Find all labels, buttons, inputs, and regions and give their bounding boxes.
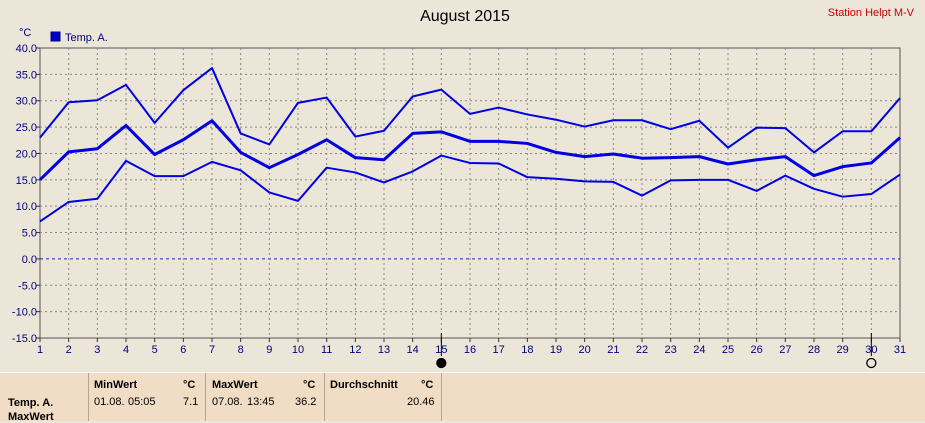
station-name: Station Helpt M-V: [828, 7, 915, 19]
y-tick-label: 40.0: [16, 43, 37, 55]
stats-max-panel: MaxWert °C 07.08. 13:45 36.2: [205, 373, 325, 421]
x-tick-label: 14: [407, 344, 419, 356]
y-tick-label: 0.0: [22, 254, 37, 266]
x-tick-label: 12: [349, 344, 361, 356]
max-unit: °C: [303, 379, 316, 391]
y-tick-label: -10.0: [12, 307, 37, 319]
filled-circle-marker: [436, 357, 447, 369]
x-tick-label: 24: [693, 344, 705, 356]
series-line-avg: [38, 119, 901, 181]
stats-series-label-2: MaxWert: [8, 411, 54, 423]
x-tick-label: 1: [37, 344, 43, 356]
stats-min-panel: MinWert °C 01.08. 05:05 7.1: [88, 373, 206, 421]
open-circle-marker: [866, 357, 877, 369]
x-tick-label: 7: [209, 344, 215, 356]
chart-title: August 2015: [420, 8, 510, 25]
y-unit-label: °C: [19, 27, 31, 39]
min-value: 7.1: [183, 396, 199, 408]
x-tick-label: 29: [837, 344, 849, 356]
x-tick-label: 21: [607, 344, 619, 356]
x-tick-label: 28: [808, 344, 820, 356]
x-tick-label: 16: [464, 344, 476, 356]
max-date: 07.08.: [212, 396, 243, 408]
x-axis: 1 2 3 4 5 6 7 8 9 10 11 12 13 14 15 16 17 18 19 20 21 22 23 24 2…: [37, 338, 906, 356]
x-tick-label: 20: [579, 344, 591, 356]
x-tick-label: 22: [636, 344, 648, 356]
y-tick-label: -15.0: [12, 333, 37, 345]
y-tick-label: -5.0: [18, 280, 37, 292]
x-tick-label: 26: [751, 344, 763, 356]
y-axis: 40.0 35.0 30.0 25.0 20.0 15.0 10.0 5.0 0.0 -5.0 -1…: [12, 43, 40, 345]
y-tick-label: 10.0: [16, 201, 37, 213]
statistics-bar: Temp. A. MaxWert MinWert °C 01.08. 05:05…: [0, 372, 925, 423]
chart: August 2015 Station Helpt M-V °C Temp. A…: [12, 7, 915, 369]
legend-swatch: [50, 31, 61, 42]
y-tick-label: 30.0: [16, 96, 37, 108]
avg-value: 20.46: [407, 396, 435, 408]
x-tick-label: 27: [779, 344, 791, 356]
markers: [436, 333, 877, 369]
x-tick-label: 31: [894, 344, 906, 356]
y-tick-label: 20.0: [16, 148, 37, 160]
grid: [40, 48, 900, 338]
y-tick-label: 5.0: [22, 228, 37, 240]
min-heading: MinWert: [94, 379, 138, 391]
stats-series-label: Temp. A.: [8, 397, 54, 409]
series-line-max: [39, 67, 901, 154]
x-tick-label: 13: [378, 344, 390, 356]
x-tick-label: 25: [722, 344, 734, 356]
x-tick-label: 3: [94, 344, 100, 356]
x-tick-label: 2: [66, 344, 72, 356]
max-time: 13:45: [247, 396, 275, 408]
x-tick-label: 6: [180, 344, 186, 356]
max-heading: MaxWert: [212, 379, 258, 391]
x-tick-label: 4: [123, 344, 129, 356]
x-tick-label: 10: [292, 344, 304, 356]
x-tick-label: 11: [321, 344, 332, 356]
series-lines: [38, 67, 901, 223]
series-line-min: [39, 154, 901, 223]
min-unit: °C: [183, 379, 196, 391]
y-tick-label: 25.0: [16, 122, 37, 134]
stats-label-panel: Temp. A. MaxWert: [0, 373, 89, 423]
x-tick-label: 23: [665, 344, 677, 356]
y-tick-label: 15.0: [16, 175, 37, 187]
x-tick-label: 8: [238, 344, 244, 356]
x-tick-label: 5: [152, 344, 158, 356]
avg-heading: Durchschnitt: [330, 379, 398, 391]
max-value: 36.2: [295, 396, 317, 408]
x-tick-label: 17: [493, 344, 505, 356]
x-tick-label: 18: [521, 344, 533, 356]
y-tick-label: 35.0: [16, 69, 37, 81]
stats-avg-panel: Durchschnitt °C 20.46: [324, 373, 442, 421]
avg-unit: °C: [421, 379, 434, 391]
x-tick-label: 19: [550, 344, 562, 356]
min-time: 05:05: [128, 396, 156, 408]
x-tick-label: 9: [266, 344, 272, 356]
min-date: 01.08.: [94, 396, 125, 408]
legend-label: Temp. A.: [65, 32, 108, 44]
